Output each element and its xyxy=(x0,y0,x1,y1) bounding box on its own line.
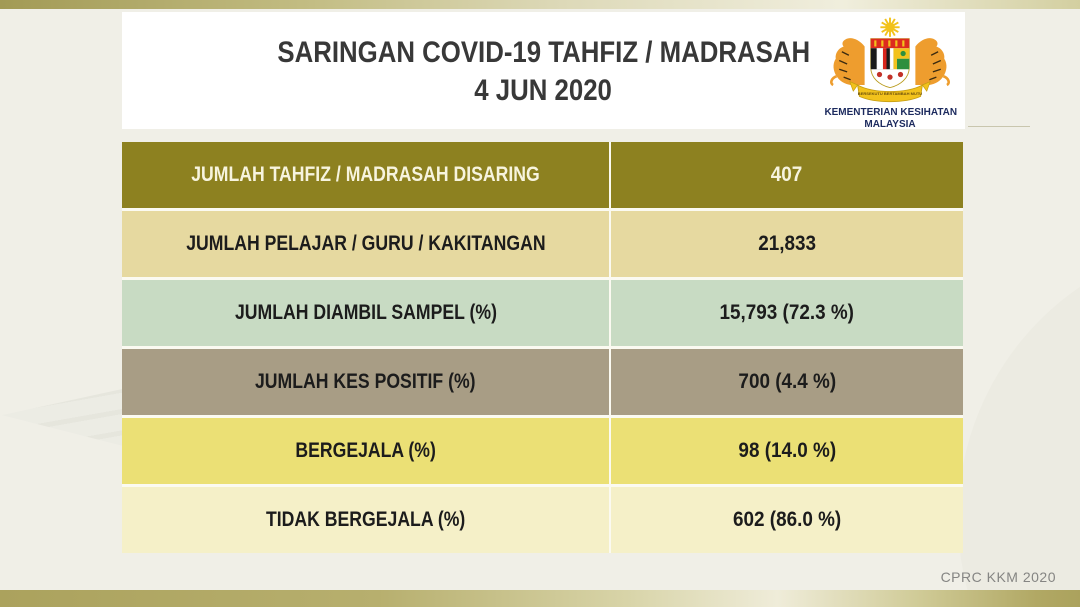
row-label: JUMLAH KES POSITIF (%) xyxy=(255,370,476,393)
ministry-logo: BERSEKUTU BERTAMBAH MUTU KEMENTERIAN KES… xyxy=(821,15,959,130)
row-label-cell: JUMLAH KES POSITIF (%) xyxy=(122,349,609,415)
row-label: BERGEJALA (%) xyxy=(295,439,436,462)
row-value-cell: 700 (4.4 %) xyxy=(609,349,963,415)
row-label-cell: JUMLAH PELAJAR / GURU / KAKITANGAN xyxy=(122,211,609,277)
date-text: 4 JUN 2020 xyxy=(474,74,613,107)
row-label: TIDAK BERGEJALA (%) xyxy=(265,508,466,531)
row-label: JUMLAH PELAJAR / GURU / KAKITANGAN xyxy=(185,232,546,255)
table-row: JUMLAH PELAJAR / GURU / KAKITANGAN 21,83… xyxy=(122,211,963,277)
ministry-line-1: KEMENTERIAN KESIHATAN xyxy=(824,106,958,118)
title-text: SARINGAN COVID-19 TAHFIZ / MADRASAH xyxy=(277,36,810,69)
row-label-cell: JUMLAH TAHFIZ / MADRASAH DISARING xyxy=(122,142,609,208)
row-value: 700 (4.4 %) xyxy=(738,370,836,393)
ministry-line-2: MALAYSIA xyxy=(864,118,916,130)
row-value-cell: 602 (86.0 %) xyxy=(609,487,963,553)
row-label: JUMLAH DIAMBIL SAMPEL (%) xyxy=(234,301,497,324)
table-row: JUMLAH DIAMBIL SAMPEL (%) 15,793 (72.3 %… xyxy=(122,280,963,346)
coat-of-arms-icon: BERSEKUTU BERTAMBAH MUTU xyxy=(830,17,950,102)
screening-stats-table: JUMLAH TAHFIZ / MADRASAH DISARING 407 JU… xyxy=(122,142,963,553)
row-label: JUMLAH TAHFIZ / MADRASAH DISARING xyxy=(191,163,540,186)
row-value-cell: 15,793 (72.3 %) xyxy=(609,280,963,346)
tiger-supporter-left xyxy=(830,38,865,87)
shield xyxy=(870,38,910,89)
row-value: 98 (14.0 %) xyxy=(738,439,836,462)
table-row: JUMLAH KES POSITIF (%) 700 (4.4 %) xyxy=(122,349,963,415)
motto-text: BERSEKUTU BERTAMBAH MUTU xyxy=(858,91,922,96)
table-row: JUMLAH TAHFIZ / MADRASAH DISARING 407 xyxy=(122,142,963,208)
slide-title: SARINGAN COVID-19 TAHFIZ / MADRASAH 4 JU… xyxy=(122,34,965,110)
row-label-cell: BERGEJALA (%) xyxy=(122,418,609,484)
row-value-cell: 98 (14.0 %) xyxy=(609,418,963,484)
header-card: SARINGAN COVID-19 TAHFIZ / MADRASAH 4 JU… xyxy=(122,12,965,130)
background-watermark-right xyxy=(958,238,1080,607)
table-row: BERGEJALA (%) 98 (14.0 %) xyxy=(122,418,963,484)
ministry-name: KEMENTERIAN KESIHATAN MALAYSIA xyxy=(821,106,959,130)
row-label-cell: TIDAK BERGEJALA (%) xyxy=(122,487,609,553)
motto-ribbon: BERSEKUTU BERTAMBAH MUTU xyxy=(849,80,931,102)
tiger-supporter-right xyxy=(915,38,950,87)
row-value: 21,833 xyxy=(758,232,816,255)
decorative-hairline xyxy=(968,126,1030,127)
row-value-cell: 407 xyxy=(609,142,963,208)
row-value-cell: 21,833 xyxy=(609,211,963,277)
table-row: TIDAK BERGEJALA (%) 602 (86.0 %) xyxy=(122,487,963,553)
row-value: 15,793 (72.3 %) xyxy=(719,301,855,324)
bottom-decorative-strip xyxy=(0,590,1080,607)
footer-credit: CPRC KKM 2020 xyxy=(940,569,1056,585)
title-line-2: 4 JUN 2020 xyxy=(122,72,965,110)
top-decorative-strip xyxy=(0,0,1080,9)
row-value: 602 (86.0 %) xyxy=(732,508,842,531)
row-label-cell: JUMLAH DIAMBIL SAMPEL (%) xyxy=(122,280,609,346)
row-value: 407 xyxy=(771,163,803,186)
title-line-1: SARINGAN COVID-19 TAHFIZ / MADRASAH xyxy=(122,34,965,72)
